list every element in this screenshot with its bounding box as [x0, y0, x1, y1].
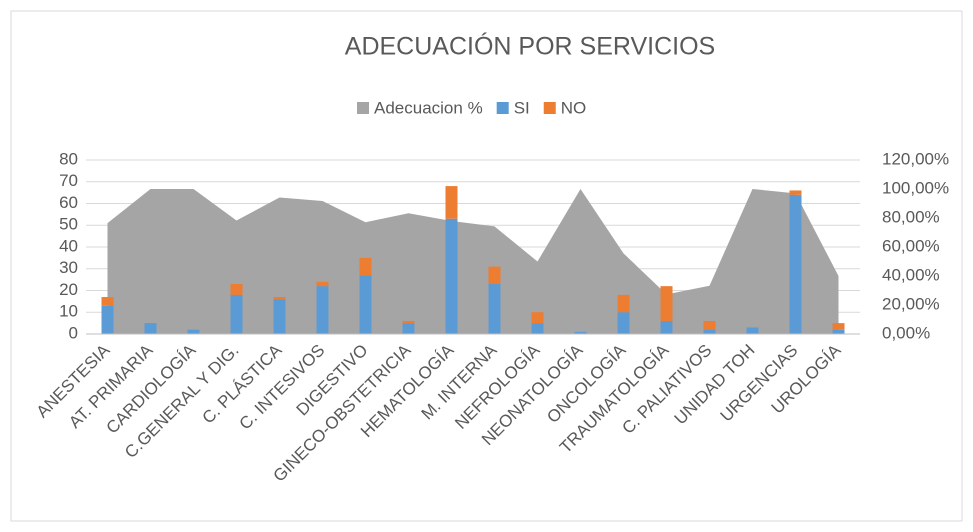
legend-label: SI	[514, 98, 530, 117]
legend-swatch	[543, 102, 556, 114]
y-tick-label: 40	[59, 236, 78, 255]
bar-segment	[445, 218, 458, 334]
bar-segment	[703, 329, 716, 334]
bar-segment	[488, 283, 501, 334]
bar-segment	[789, 190, 802, 195]
bar-segment	[402, 323, 415, 334]
bar-segment	[746, 327, 759, 334]
bar-segment	[488, 266, 501, 284]
bar-segment	[445, 186, 458, 219]
bar-segment	[703, 320, 716, 330]
bar-segment	[832, 323, 845, 330]
legend-swatch	[496, 102, 509, 114]
y-tick-label: 70	[59, 171, 78, 190]
bar-segment	[660, 286, 673, 321]
y2-tick-label: 40,00%	[882, 265, 940, 284]
bar-segment	[617, 294, 630, 313]
y2-tick-label: 100,00%	[882, 178, 949, 197]
bar-segment	[574, 331, 587, 334]
bar-segment	[617, 312, 630, 334]
bar-segment	[316, 286, 329, 334]
y2-tick-label: 0,00%	[882, 323, 930, 342]
y-tick-label: 10	[59, 302, 78, 321]
bar-segment	[359, 275, 372, 334]
bar-segment	[101, 297, 114, 306]
y-tick-label: 30	[59, 258, 78, 277]
bar-segment	[144, 323, 157, 334]
bar-segment	[402, 320, 415, 324]
bar-segment	[101, 305, 114, 334]
bar-segment	[531, 323, 544, 334]
y-tick-label: 60	[59, 193, 78, 212]
bar-segment	[273, 299, 286, 334]
chart-title: ADECUACIÓN POR SERVICIOS	[345, 32, 715, 61]
bar-segment	[789, 194, 802, 334]
bar-segment	[316, 281, 329, 287]
y2-tick-label: 20,00%	[882, 294, 940, 313]
area	[107, 189, 839, 334]
bar-segment	[660, 320, 673, 334]
bar-segment	[531, 312, 544, 324]
y-tick-label: 80	[59, 149, 78, 168]
y2-tick-label: 120,00%	[882, 149, 949, 168]
y-tick-label: 20	[59, 280, 78, 299]
bar-segment	[230, 294, 243, 334]
legend-label: NO	[561, 98, 587, 117]
bar-segment	[273, 297, 286, 300]
bar-segment	[832, 329, 845, 334]
bar-segment	[359, 257, 372, 276]
legend-label: Adecuacion %	[374, 98, 483, 117]
bar-segment	[187, 329, 200, 334]
y-tick-label: 0	[69, 323, 78, 342]
bar-segment	[230, 283, 243, 295]
y2-tick-label: 60,00%	[882, 236, 940, 255]
y-tick-label: 50	[59, 215, 78, 234]
y2-tick-label: 80,00%	[882, 207, 940, 226]
legend-swatch	[357, 102, 369, 114]
